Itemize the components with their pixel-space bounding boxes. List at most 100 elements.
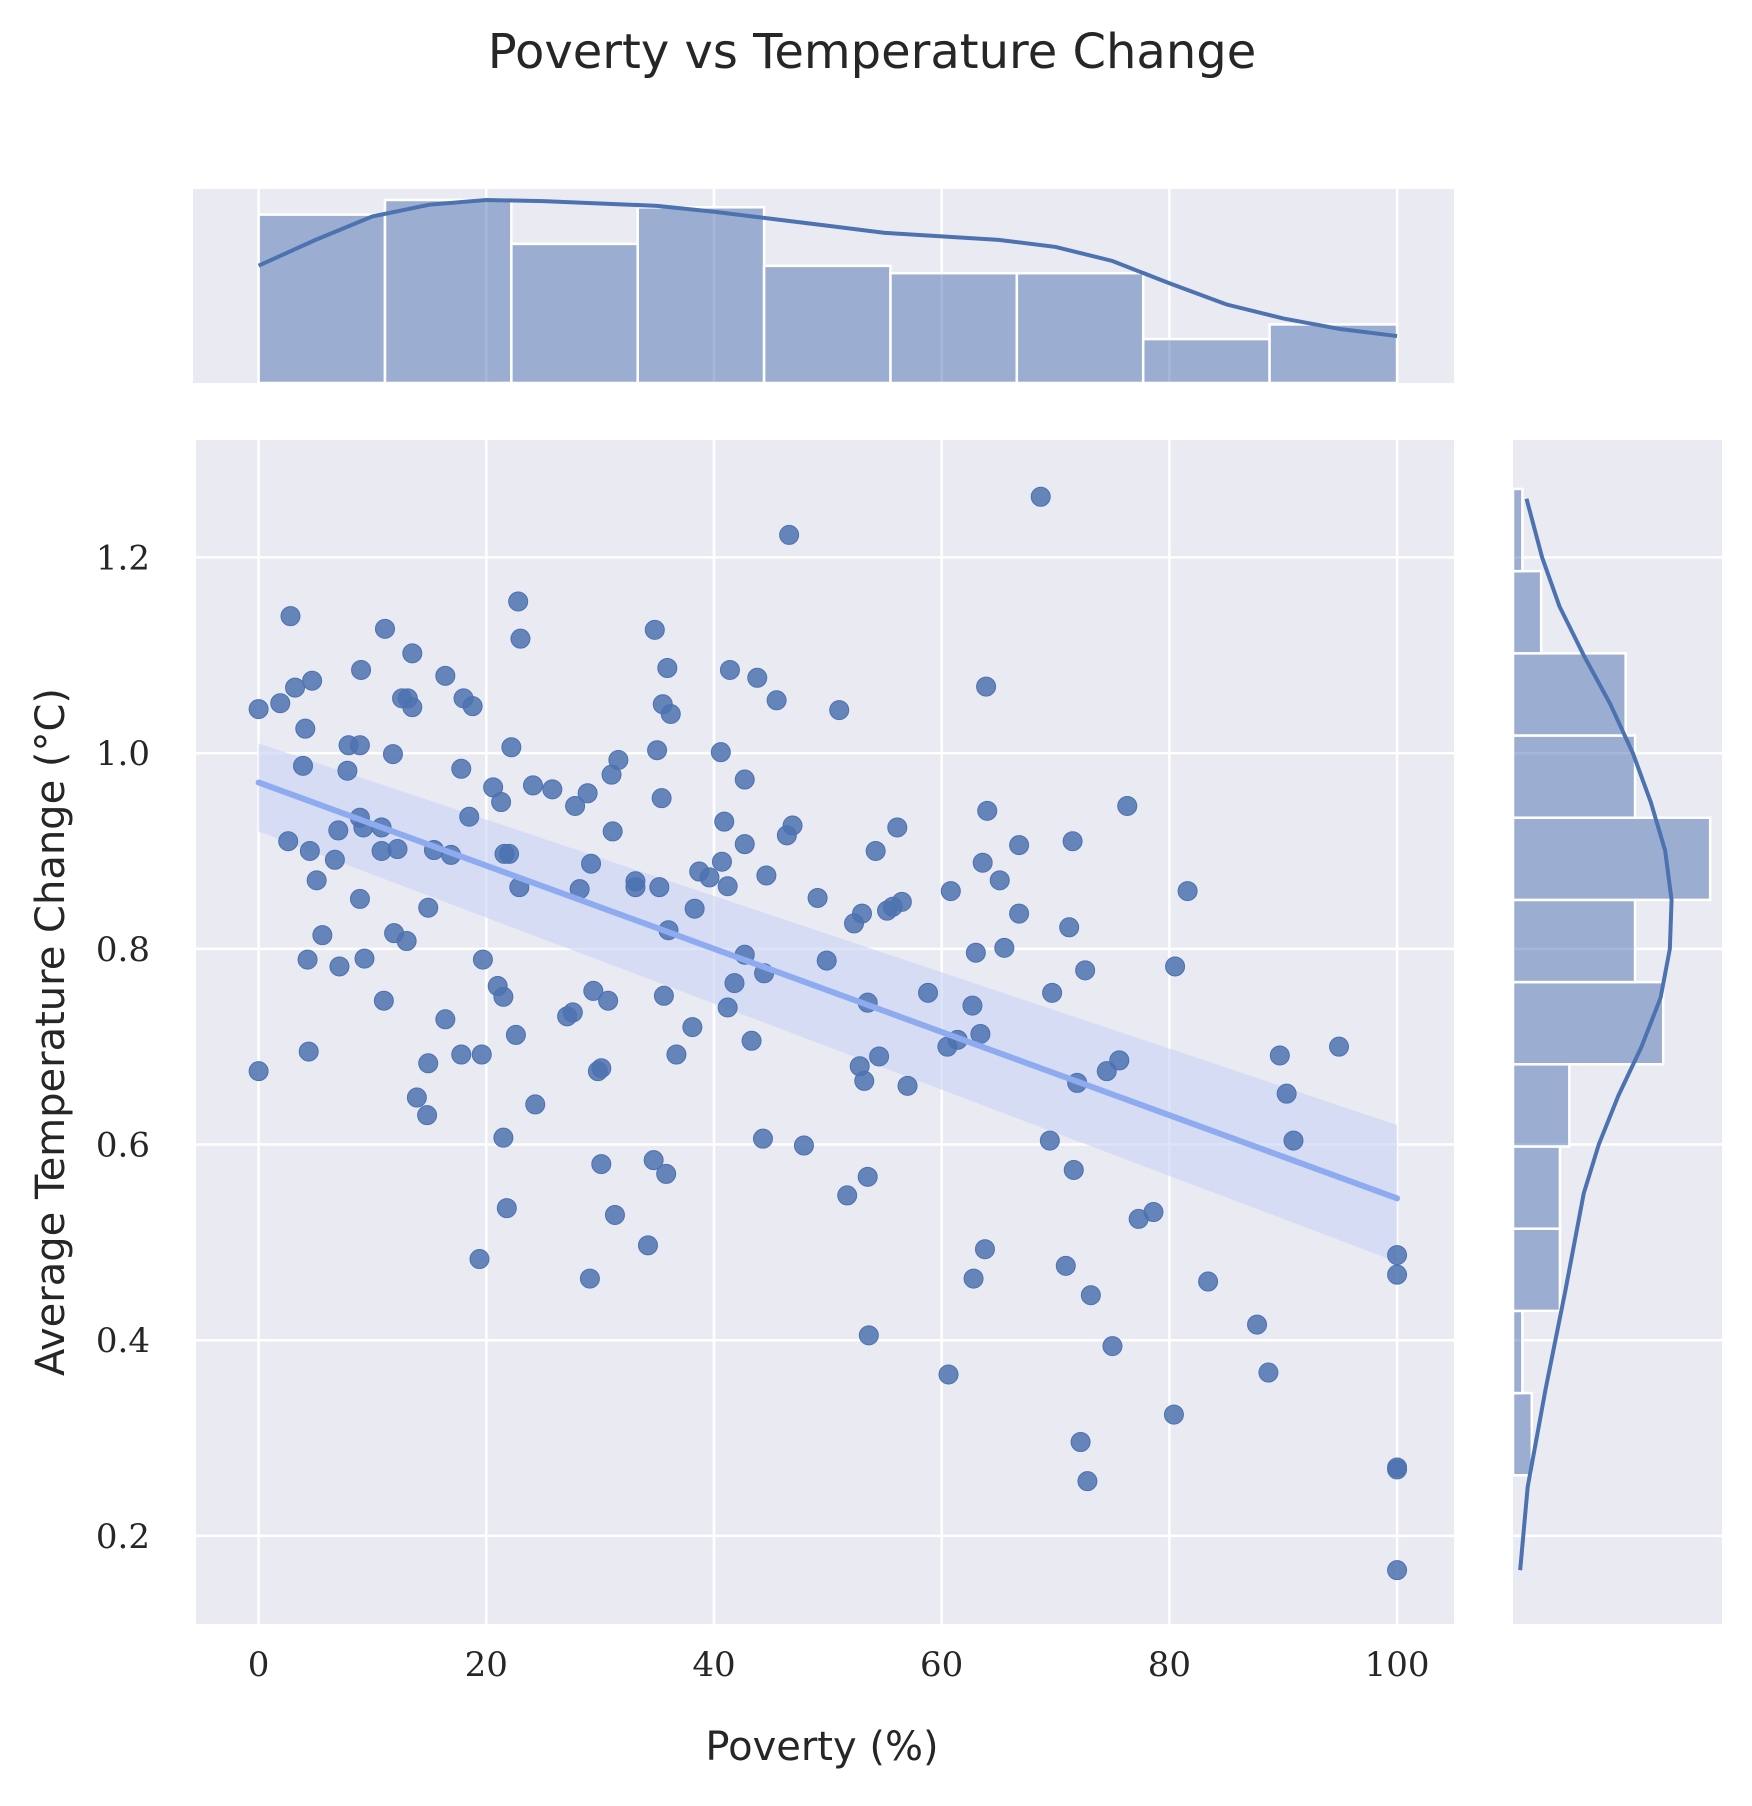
scatter-point	[248, 699, 269, 720]
scatter-point	[598, 990, 619, 1011]
scatter-point	[396, 930, 417, 951]
scatter-point	[402, 643, 423, 664]
scatter-point	[278, 831, 299, 852]
scatter-point	[329, 956, 350, 977]
top-histogram-bar	[257, 213, 387, 385]
scatter-point	[1387, 1560, 1408, 1581]
scatter-point	[374, 618, 395, 639]
scatter-point	[510, 628, 531, 649]
scatter-point	[583, 980, 604, 1001]
right-histogram-bar	[1511, 898, 1637, 984]
scatter-point	[854, 1070, 875, 1091]
top-histogram-bar	[889, 271, 1019, 385]
scatter-point	[406, 1087, 427, 1108]
right-histogram-bar	[1511, 487, 1524, 573]
scatter-point	[682, 1017, 703, 1038]
scatter-point	[472, 949, 493, 970]
scatter-point	[349, 735, 370, 756]
scatter-point	[297, 949, 318, 970]
x-tick-label: 0	[248, 1645, 270, 1685]
scatter-point	[581, 853, 602, 874]
y-tick-label: 0.4	[96, 1321, 150, 1361]
scatter-point	[852, 903, 872, 924]
scatter-point	[752, 1128, 773, 1149]
scatter-point	[940, 881, 961, 902]
scatter-point	[508, 591, 529, 612]
scatter-point	[1387, 1245, 1408, 1266]
scatter-point	[660, 703, 681, 724]
y-tick-labels: 0.2 0.4 0.6 0.8 1.0 1.2	[96, 538, 150, 1557]
scatter-point	[656, 1163, 677, 1184]
scatter-point	[918, 982, 939, 1003]
scatter-point	[1247, 1314, 1268, 1335]
scatter-point	[306, 870, 327, 891]
y-tick-label: 0.2	[96, 1517, 150, 1557]
right-histogram-bar	[1511, 816, 1712, 902]
scatter-point	[1077, 1471, 1098, 1492]
scatter-point	[684, 898, 705, 919]
scatter-point	[869, 1046, 890, 1067]
scatter-point	[1387, 1457, 1408, 1478]
scatter-point	[714, 811, 735, 832]
scatter-point	[1059, 917, 1080, 938]
scatter-point	[295, 718, 316, 739]
scatter-point	[387, 839, 408, 860]
scatter-point	[608, 749, 629, 770]
scatter-point	[577, 783, 598, 804]
scatter-point	[989, 870, 1010, 891]
x-tick-label: 60	[920, 1645, 963, 1685]
scatter-point	[994, 937, 1015, 958]
scatter-point	[965, 942, 986, 963]
scatter-point	[1276, 1083, 1297, 1104]
scatter-point	[816, 950, 837, 971]
scatter-point	[807, 887, 828, 908]
scatter-point	[891, 891, 912, 912]
chart-title: Poverty vs Temperature Change	[488, 24, 1257, 80]
scatter-point	[451, 1044, 472, 1065]
scatter-point	[565, 795, 586, 816]
right-histogram-bar	[1511, 569, 1543, 655]
top-histogram-bar	[636, 206, 766, 385]
scatter-point	[657, 657, 678, 678]
x-tick-labels: 0 20 40 60 80 100	[248, 1645, 1430, 1685]
scatter-point	[491, 792, 512, 813]
scatter-point	[459, 806, 480, 827]
scatter-point	[699, 867, 720, 888]
scatter-point	[337, 760, 358, 781]
scatter-point	[766, 690, 787, 711]
scatter-point	[1042, 982, 1063, 1003]
y-axis-label: Average Temperature Change (°C)	[28, 688, 74, 1376]
scatter-point	[505, 1024, 526, 1045]
scatter-point	[499, 843, 520, 864]
right-histogram-bar	[1511, 1145, 1562, 1230]
scatter-point	[542, 779, 563, 800]
scatter-point	[471, 1044, 492, 1065]
x-tick-label: 80	[1148, 1645, 1191, 1685]
scatter-point	[1009, 835, 1030, 856]
scatter-point	[1055, 1255, 1076, 1276]
scatter-point	[711, 851, 732, 872]
scatter-point	[647, 740, 668, 761]
scatter-point	[637, 1235, 658, 1256]
scatter-point	[1283, 1130, 1304, 1151]
scatter-point	[270, 693, 291, 714]
y-tick-label: 1.2	[96, 538, 150, 578]
y-tick-label: 0.8	[96, 930, 150, 970]
x-tick-label: 20	[465, 1645, 508, 1685]
top-histogram-kde-line	[257, 197, 1398, 339]
x-tick-label: 100	[1365, 1645, 1430, 1685]
y-tick-label: 1.0	[96, 734, 150, 774]
scatter-point	[493, 1127, 514, 1148]
scatter-point	[1030, 486, 1051, 507]
scatter-point	[865, 840, 886, 861]
scatter-point	[1070, 1431, 1091, 1452]
scatter-point	[1075, 960, 1096, 981]
right-histogram-bar	[1511, 1227, 1562, 1313]
scatter-point	[496, 1198, 517, 1219]
scatter-point	[643, 1150, 664, 1171]
scatter-point	[1080, 1285, 1101, 1306]
scatter-point	[351, 659, 372, 680]
scatter-point	[302, 670, 323, 691]
scatter-point	[293, 755, 314, 776]
